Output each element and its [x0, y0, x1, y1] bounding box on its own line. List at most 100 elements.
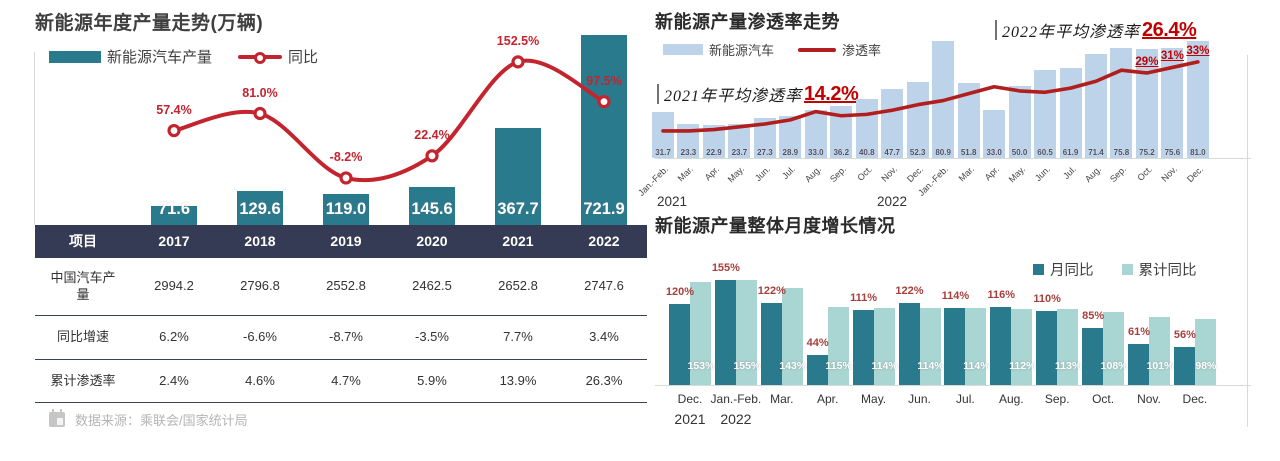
cumulative-yoy-label: 108% — [1100, 360, 1128, 372]
table-header-cell: 2021 — [502, 232, 534, 249]
bar-value-label: 721.9 — [583, 200, 625, 218]
cumulative-yoy-label: 114% — [871, 360, 898, 372]
calendar-icon — [49, 409, 65, 427]
yoy-value-label: 81.0% — [242, 85, 278, 100]
cumulative-yoy-bar — [1057, 308, 1079, 385]
nev-bar-value-label: 33.0 — [986, 148, 1002, 157]
nev-bar-value-label: 51.8 — [960, 148, 977, 157]
table-cell: 4.6% — [245, 372, 275, 388]
monthly-yoy-label: 110% — [1033, 292, 1061, 305]
table-cell: 6.2% — [159, 329, 189, 345]
cumulative-yoy-bar — [827, 307, 849, 385]
cumulative-yoy-bar — [873, 308, 895, 385]
monthly-yoy-bar — [760, 302, 782, 385]
annual-production-panel: 新能源年度产量走势(万辆) 新能源汽车产量 同比 71.6 129.6 119.0 1… — [34, 8, 647, 456]
table-row: 累计渗透率 2.4% 4.6% 4.7% 5.9% 13.9% 26.3% — [35, 360, 647, 403]
penetration-panel: 新能源产量渗透率走势 新能源汽车 渗透率 2021年平均渗透率 14.2% 20… — [636, 8, 1251, 209]
monthly-yoy-bar — [1128, 343, 1149, 385]
nev-bar-value-label: 61.9 — [1062, 148, 1079, 157]
month-label: Nov. — [1137, 392, 1161, 406]
penetration-point-label: 29% — [1135, 55, 1159, 68]
bar-value-label: 145.6 — [411, 200, 453, 218]
nev-bar-value-label: 50.0 — [1011, 148, 1028, 157]
nev-monthly-bar — [830, 105, 853, 158]
production-bar — [237, 190, 283, 225]
nev-bar-value-label: 23.3 — [680, 148, 697, 157]
cumulative-yoy-label: 153% — [687, 360, 715, 372]
nev-monthly-bar — [652, 112, 674, 158]
cumulative-yoy-bar — [965, 308, 987, 385]
nev-bar-value-label: 75.6 — [1164, 148, 1181, 157]
nev-bar-value-label: 33.0 — [808, 148, 824, 157]
legend-label-penetration: 渗透率 — [842, 43, 882, 58]
nev-monthly-bar — [728, 123, 751, 158]
yoy-line-point — [339, 171, 353, 185]
avg-penetration-2021: 2021年平均渗透率 14.2% — [657, 82, 859, 106]
avg-penetration-2022: 2022年平均渗透率 26.4% — [995, 18, 1197, 42]
cumulative-yoy-label: 101% — [1146, 360, 1174, 372]
nev-bar-value-label: 22.9 — [706, 148, 722, 157]
nev-bar-value-label: 23.7 — [731, 148, 748, 157]
yoy-line-point — [597, 95, 611, 109]
avg-2021-prefix: 2021年平均渗透率 — [664, 88, 803, 105]
annual-chart-title: 新能源年度产量走势(万辆) — [35, 13, 264, 34]
cumulative-yoy-label: 143% — [779, 360, 807, 372]
yoy-line-point — [253, 106, 267, 121]
monthly-yoy-label: 111% — [850, 292, 878, 305]
penetration-chart-title: 新能源产量渗透率走势 — [655, 12, 840, 32]
table-header-cell: 2018 — [244, 232, 276, 249]
month-label: Jul. — [956, 392, 975, 406]
month-label: Jan.-Feb. — [710, 392, 762, 406]
monthly-growth-title: 新能源产量整体月度增长情况 — [655, 216, 896, 236]
production-bar-swatch-icon — [49, 50, 101, 63]
bar-value-label: 367.7 — [497, 200, 539, 218]
table-cell: 7.7% — [503, 329, 533, 345]
table-header-cell: 2022 — [588, 232, 620, 249]
month-label: Aug. — [998, 392, 1024, 406]
table-header-cell: 2019 — [330, 232, 362, 249]
table-cell: 4.7% — [331, 372, 361, 388]
table-cell: 2652.8 — [498, 278, 538, 294]
cumulative-yoy-bar — [781, 288, 803, 385]
legend-label-nev: 新能源汽车 — [709, 43, 775, 58]
nev-bar-value-label: 27.3 — [757, 148, 773, 157]
month-label: Jun. — [908, 392, 931, 406]
cumulative-yoy-bar — [735, 280, 757, 385]
table-row-label: 中国汽车产量 — [50, 270, 116, 302]
nev-bar-value-label: 71.4 — [1088, 148, 1104, 157]
penetration-point-label: 33% — [1186, 44, 1210, 57]
yoy-line-swatch-icon — [238, 51, 283, 64]
table-cell: 5.9% — [417, 372, 447, 388]
table-cell: 13.9% — [499, 372, 537, 388]
monthly-yoy-label: 44% — [806, 337, 829, 350]
yoy-value-label: 152.5% — [496, 33, 540, 48]
data-source-note: 数据来源：乘联会/国家统计局 — [49, 409, 248, 429]
table-header-row: 项目 2017 2018 2019 2020 2021 2022 — [35, 225, 647, 258]
nev-monthly-bar — [983, 110, 1006, 158]
table-cell: 2462.5 — [412, 278, 452, 294]
nev-monthly-bar — [1110, 48, 1133, 158]
nev-monthly-bar — [702, 124, 725, 158]
cumulative-yoy-bar — [1194, 318, 1216, 385]
monthly-yoy-bar — [1173, 347, 1195, 385]
cumulative-yoy-label: 155% — [733, 360, 761, 372]
cumulative-yoy-bar — [1011, 309, 1033, 385]
legend-item-cumulative-yoy: 累计同比 — [1121, 259, 1197, 280]
year-label: 2021 — [674, 411, 706, 427]
monthly-yoy-bar — [1082, 327, 1104, 385]
nev-monthly-bar — [881, 88, 904, 158]
legend-label-cumulative-yoy: 累计同比 — [1138, 263, 1197, 279]
monthly-yoy-bar — [1036, 310, 1058, 385]
table-cell: -6.6% — [243, 329, 277, 345]
month-label: Sep. — [1044, 392, 1070, 406]
table-row-label: 累计渗透率 — [50, 372, 116, 388]
monthly-yoy-label: 56% — [1173, 329, 1196, 342]
monthly-growth-panel: 新能源产量整体月度增长情况 月同比 累计同比 120% 153% 155% 155% 1… — [655, 212, 1251, 457]
nev-monthly-bar — [1186, 40, 1209, 158]
table-cell: 26.3% — [585, 372, 623, 388]
monthly-yoy-bar — [990, 306, 1012, 385]
month-label: Oct. — [1092, 392, 1115, 406]
nev-bar-value-label: 40.8 — [858, 148, 875, 157]
monthly-growth-chart: 120% 153% 155% 155% 122% 143% 44% 115% 111% 114% 1… — [655, 262, 1251, 386]
yoy-line-point — [425, 149, 439, 163]
